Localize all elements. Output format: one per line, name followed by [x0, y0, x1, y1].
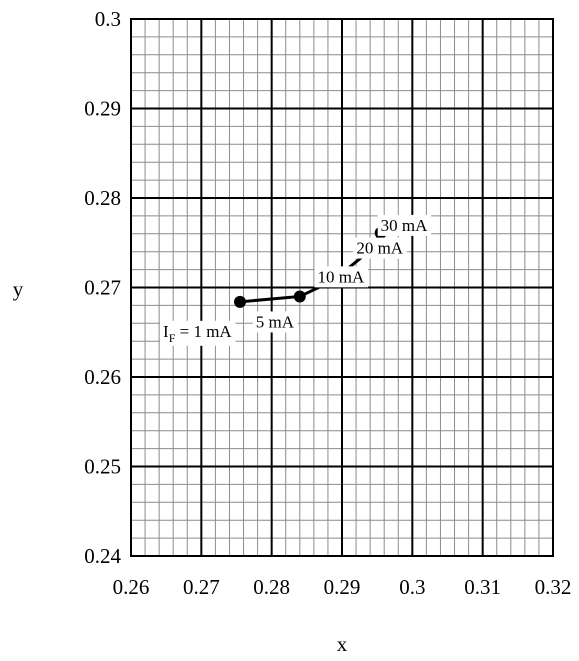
- point-label: 5 mA: [252, 311, 298, 333]
- y-tick-label: 0.25: [84, 455, 121, 479]
- y-tick-labels: 0.24 0.25 0.26 0.27 0.28 0.29 0.3: [84, 7, 121, 568]
- x-tick-label: 0.27: [183, 575, 220, 599]
- major-grid: [130, 18, 554, 557]
- y-tick-label: 0.26: [84, 365, 121, 389]
- point-label-background: [377, 214, 432, 236]
- point-label: IF = 1 mA: [160, 320, 236, 346]
- x-axis-title: x: [337, 632, 348, 656]
- point-label-background: [252, 311, 298, 333]
- x-tick-label: 0.26: [113, 575, 150, 599]
- point-label-background: [353, 237, 407, 259]
- y-tick-label: 0.3: [95, 7, 121, 31]
- x-tick-label: 0.28: [253, 575, 290, 599]
- point-label-text: 10 mA: [318, 267, 365, 286]
- data-point: [234, 295, 247, 308]
- y-tick-label: 0.29: [84, 97, 121, 121]
- y-tick-label: 0.28: [84, 186, 121, 210]
- x-tick-label: 0.31: [464, 575, 501, 599]
- point-label: 20 mA: [353, 237, 407, 259]
- x-tick-label: 0.3: [399, 575, 425, 599]
- point-label: 30 mA: [377, 214, 432, 236]
- point-label: 10 mA: [314, 266, 369, 288]
- y-tick-label: 0.24: [84, 544, 121, 568]
- point-labels: IF = 1 mA 5 mA 10 mA 20 mA 30 mA: [160, 214, 432, 346]
- y-tick-label: 0.27: [84, 276, 121, 300]
- point-label-text: 5 mA: [256, 312, 295, 331]
- point-label-background: [160, 320, 236, 346]
- plot-frame: [130, 18, 554, 557]
- x-tick-label: 0.29: [324, 575, 361, 599]
- data-point: [293, 290, 306, 303]
- point-label-background: [314, 266, 369, 288]
- x-tick-label: 0.32: [535, 575, 572, 599]
- y-axis-title: y: [13, 277, 24, 301]
- x-tick-labels: 0.26 0.27 0.28 0.29 0.3 0.31 0.32: [113, 575, 572, 599]
- point-label-text: 20 mA: [356, 239, 403, 258]
- point-label-text: 30 mA: [381, 216, 428, 235]
- point-label-text: IF = 1 mA: [163, 322, 232, 345]
